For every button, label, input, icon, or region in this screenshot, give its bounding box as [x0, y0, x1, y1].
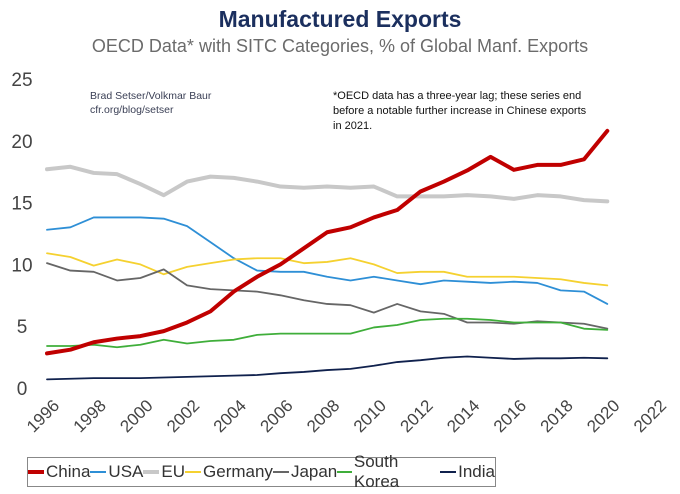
x-tick-label: 2010	[350, 396, 390, 436]
x-tick-label: 2002	[163, 396, 203, 436]
legend-label: Japan	[290, 462, 338, 481]
x-tick-label: 2022	[630, 396, 670, 436]
y-tick-label: 10	[11, 255, 32, 276]
chart-title: Manufactured Exports	[218, 6, 462, 32]
series-line-germany	[46, 252, 609, 287]
y-tick-label: 0	[17, 379, 28, 400]
series-line-usa	[46, 216, 609, 305]
y-tick-label: 20	[11, 132, 32, 153]
credit-author: Brad Setser/Volkmar Baur	[90, 90, 212, 102]
legend-item-germany: Germany	[185, 462, 273, 482]
legend-label: EU	[161, 462, 186, 481]
x-tick-label: 1998	[70, 396, 110, 436]
y-tick-label: 25	[11, 70, 32, 91]
credit-text: Brad Setser/Volkmar Baur cfr.org/blog/se…	[90, 89, 211, 117]
legend-item-south-korea: South Korea	[337, 452, 440, 492]
legend-label: India	[458, 462, 495, 481]
y-tick-label: 15	[11, 194, 32, 215]
series-line-china	[45, 128, 610, 356]
legend-swatch	[143, 470, 160, 474]
x-tick-label: 2004	[210, 396, 250, 436]
credit-url: cfr.org/blog/setser	[90, 104, 174, 116]
x-tick-label: 2016	[490, 396, 530, 436]
x-tick-label: 2018	[537, 396, 577, 436]
series-line-japan	[46, 262, 609, 330]
legend-item-india: India	[440, 462, 495, 482]
x-tick-label: 2008	[303, 396, 343, 436]
legend-label: South Korea	[353, 452, 400, 491]
x-tick-label: 2014	[443, 396, 483, 436]
legend-swatch	[337, 471, 352, 473]
legend-item-china: China	[28, 462, 90, 482]
legend-label: China	[46, 462, 91, 481]
x-tick-label: 2020	[583, 396, 623, 436]
y-tick-label: 5	[17, 317, 28, 338]
legend-label: Germany	[203, 462, 273, 481]
x-tick-label: 2012	[397, 396, 437, 436]
legend-item-eu: EU	[143, 462, 185, 482]
series-line-india	[46, 355, 609, 381]
legend-label: USA	[108, 462, 144, 481]
legend-swatch	[272, 471, 289, 473]
legend-swatch	[440, 471, 457, 473]
legend-swatch	[90, 471, 107, 473]
footnote: *OECD data has a three-year lag; these s…	[333, 90, 587, 132]
series-line-eu	[45, 164, 610, 204]
x-tick-label: 2006	[256, 396, 296, 436]
chart-subtitle: OECD Data* with SITC Categories, % of Gl…	[91, 36, 589, 56]
x-tick-label: 2000	[116, 396, 156, 436]
legend-item-usa: USA	[90, 462, 143, 482]
legend: China USA EU Germany Japan South Korea India	[27, 452, 496, 491]
legend-swatch	[185, 471, 202, 473]
series-line-south-korea	[46, 317, 609, 349]
legend-item-japan: Japan	[272, 462, 338, 482]
legend-swatch	[28, 470, 44, 474]
x-tick-label: 1996	[23, 396, 63, 436]
